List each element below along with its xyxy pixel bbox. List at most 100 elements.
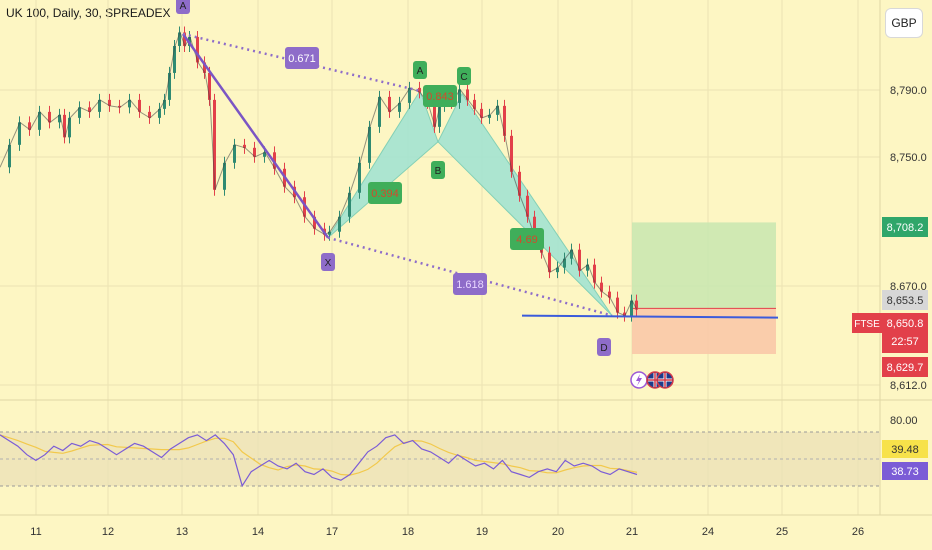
candle-body [578, 249, 581, 271]
rsi-value-tag: 38.73 [882, 462, 928, 480]
candle-body [108, 99, 111, 106]
price-tick-label: 8,790.0 [890, 85, 927, 97]
candle-body [178, 32, 181, 46]
svg-text:22:57: 22:57 [891, 336, 919, 348]
rsi-line [0, 434, 638, 488]
candle-body [263, 152, 266, 157]
pattern-triangle-xab[interactable] [327, 89, 439, 239]
candle-body [518, 171, 521, 196]
candle-body [608, 291, 611, 298]
svg-text:8,629.7: 8,629.7 [887, 362, 924, 374]
candle-body [8, 144, 11, 168]
candle-body [58, 114, 61, 123]
candle-body [378, 96, 381, 127]
candle-body [173, 45, 176, 73]
candle-body [616, 297, 619, 313]
candle-body [438, 105, 441, 127]
candle-body [623, 312, 626, 316]
candle-body [208, 72, 211, 100]
candle-body [78, 107, 81, 118]
pattern-dotted-xd[interactable] [327, 236, 613, 317]
support-level-line[interactable] [521, 314, 779, 319]
time-tick-label: 18 [402, 526, 414, 538]
chart-title: UK 100, Daily, 30, SPREADEX [6, 6, 171, 20]
price-line [0, 31, 638, 317]
uk-flag-icon[interactable] [656, 371, 674, 389]
candle-body [38, 111, 41, 130]
candle-body [128, 99, 131, 108]
price-tick-label: 8,612.0 [890, 380, 927, 392]
candlestick-series [8, 26, 638, 322]
target-zone[interactable] [632, 222, 776, 309]
candle-body [433, 102, 436, 127]
lightning-icon[interactable] [630, 371, 648, 389]
candle-body [408, 87, 411, 103]
candle-body [233, 144, 236, 163]
candle-body [303, 197, 306, 217]
pattern-ratio-label: 1.618 [453, 273, 487, 295]
svg-text:X: X [325, 258, 332, 269]
time-axis[interactable]: 11 12 13 14 17 18 19 20 21 24 25 26 [30, 526, 864, 538]
pattern-ratio-label: 0.671 [285, 47, 319, 69]
svg-text:8,708.2: 8,708.2 [887, 222, 924, 234]
candle-body [586, 264, 589, 271]
time-tick-label: 21 [626, 526, 638, 538]
time-tick-label: 24 [702, 526, 714, 538]
candle-body [63, 114, 66, 138]
candle-body [28, 122, 31, 130]
time-tick-label: 20 [552, 526, 564, 538]
candle-body [503, 105, 506, 136]
svg-text:A: A [180, 1, 187, 12]
candle-body [480, 108, 483, 118]
time-tick-label: 11 [30, 526, 41, 538]
grid-vertical [35, 0, 859, 515]
candle-body [496, 105, 499, 115]
svg-text:8,653.5: 8,653.5 [887, 295, 924, 307]
candle-body [563, 258, 566, 268]
svg-text:D: D [600, 343, 607, 354]
pattern-point-a: A [413, 61, 427, 79]
svg-text:B: B [435, 166, 442, 177]
candle-body [243, 144, 246, 148]
candle-body [48, 111, 51, 123]
candle-body [203, 62, 206, 73]
time-tick-label: 19 [476, 526, 488, 538]
candle-body [458, 89, 461, 103]
candle-body [183, 32, 186, 46]
candle-body [600, 282, 603, 292]
time-tick-label: 17 [326, 526, 338, 538]
candle-body [213, 99, 216, 190]
candle-body [158, 108, 161, 118]
currency-button[interactable]: GBP [885, 8, 923, 38]
target-price-tag: 8,708.2 [882, 217, 928, 237]
candle-body [593, 264, 596, 283]
candle-body [630, 300, 633, 316]
svg-text:0.843: 0.843 [426, 91, 454, 103]
candle-body [418, 87, 421, 93]
candle-body [358, 162, 361, 193]
stop-price-tag: 8,629.7 [882, 357, 928, 377]
candle-body [148, 111, 151, 118]
candle-body [510, 135, 513, 172]
rsi-tick-label: 80.00 [890, 415, 918, 427]
pattern-point-c: C [457, 67, 471, 85]
candle-body [388, 96, 391, 112]
pattern-ratio-label: 0.394 [368, 182, 402, 204]
pattern-ratio-label: 0.843 [423, 85, 457, 107]
pattern-point-markers: A X B C D A [176, 0, 611, 356]
svg-text:1.618: 1.618 [456, 279, 484, 291]
candle-body [253, 147, 256, 157]
stop-zone[interactable] [632, 308, 776, 355]
svg-text:A: A [417, 66, 424, 77]
event-icons[interactable] [630, 371, 674, 389]
candle-body [196, 36, 199, 63]
candle-body [556, 267, 559, 273]
candle-body [348, 192, 351, 217]
pattern-ratio-label: 4.69 [510, 228, 544, 250]
pattern-point-d: D [597, 338, 611, 356]
candle-body [570, 249, 573, 259]
candle-body [548, 252, 551, 273]
svg-text:8,650.8: 8,650.8 [887, 318, 924, 330]
pattern-leg-ax[interactable] [181, 33, 330, 239]
